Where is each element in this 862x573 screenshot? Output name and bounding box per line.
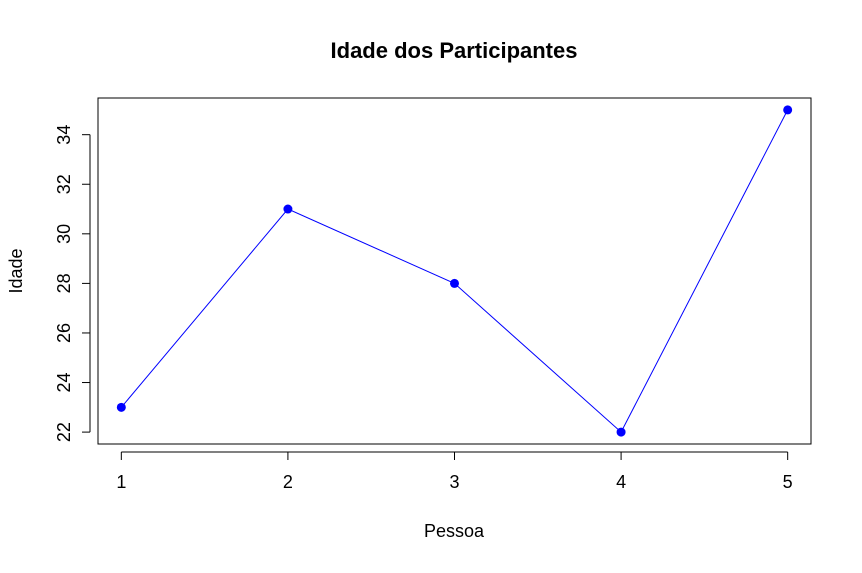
y-tick-label: 34 [54,125,74,145]
x-axis: 1 2 3 4 5 [116,451,793,492]
y-axis-label: Idade [6,248,26,293]
x-tick-label: 4 [616,472,626,492]
y-axis: 22 24 26 28 30 32 34 [54,125,91,442]
y-tick-label: 26 [54,323,74,343]
data-point [616,427,626,437]
data-point [783,105,793,115]
y-tick-label: 22 [54,422,74,442]
y-tick-label: 30 [54,224,74,244]
data-point [450,278,459,288]
series-layer [116,105,793,437]
plot-frame [97,97,812,445]
y-tick-label: 24 [54,373,74,393]
data-point [116,402,126,412]
y-tick-label: 32 [54,174,74,194]
chart-title: Idade dos Participantes [331,38,578,63]
y-tick-label: 28 [54,273,74,293]
series-line [120,109,789,433]
x-tick-label: 3 [449,472,459,492]
x-tick-label: 2 [283,472,293,492]
x-tick-label: 1 [116,472,126,492]
data-point [283,204,293,214]
x-tick-label: 5 [783,472,793,492]
x-axis-label: Pessoa [424,521,485,541]
